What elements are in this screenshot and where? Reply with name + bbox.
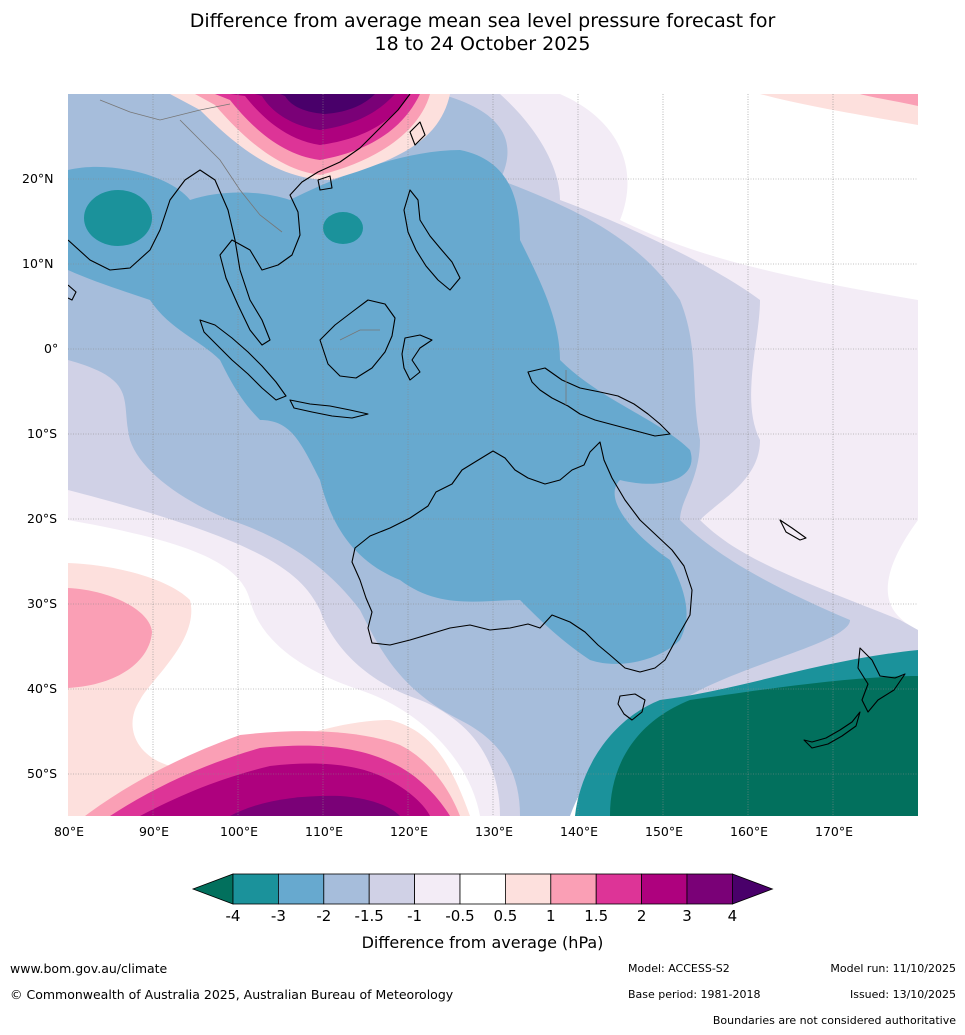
colorbar-swatch	[323, 873, 370, 905]
colorbar-tick-label: 1	[546, 907, 556, 925]
colorbar-swatch	[686, 873, 733, 905]
lon-label-150e: 150°E	[644, 824, 684, 839]
map-title: Difference from average mean sea level p…	[0, 10, 965, 56]
border-china	[99, 99, 231, 121]
website-link[interactable]: www.bom.gov.au/climate	[10, 961, 168, 976]
colorbar-tick-label: 4	[727, 907, 738, 925]
title-line-1: Difference from average mean sea level p…	[189, 10, 776, 32]
lon-label-110e: 110°E	[304, 824, 344, 839]
coastline-new-caledonia	[779, 519, 807, 541]
colorbar-tick-label: -1	[407, 907, 423, 925]
lon-label-140e: 140°E	[559, 824, 599, 839]
copyright-text: © Commonwealth of Australia 2025, Austra…	[10, 987, 454, 1002]
title-line-2: 18 to 24 October 2025	[374, 33, 591, 55]
model-name: Model: ACCESS-S2	[628, 962, 730, 975]
coastline-new-zealand-south	[803, 711, 861, 749]
lon-label-160e: 160°E	[729, 824, 769, 839]
colorbar-label: Difference from average (hPa)	[361, 933, 604, 952]
colorbar-swatch	[277, 873, 325, 905]
anomaly-region-medium-blue	[68, 150, 692, 664]
colorbar-tick-label: 2	[636, 907, 647, 925]
colorbar-tick-label: 3	[682, 907, 692, 925]
map-plot-area	[68, 94, 918, 816]
model-run: Model run: 11/10/2025	[830, 962, 956, 975]
colorbar-swatch	[550, 873, 597, 905]
colorbar-swatch	[641, 873, 688, 905]
coastlines	[68, 94, 906, 749]
coastline-hainan	[317, 175, 333, 191]
lat-label-0: 0°	[44, 341, 59, 356]
lat-label-40s: 40°S	[27, 681, 58, 696]
lat-label-20s: 20°S	[27, 511, 58, 526]
colorbar-swatch	[414, 873, 461, 905]
colorbar-swatch	[504, 873, 552, 905]
anomaly-region-deep-teal-tasman	[610, 676, 918, 816]
colorbar-tick-label: -4	[225, 907, 241, 925]
coastline-borneo	[319, 299, 396, 379]
lon-label-170e: 170°E	[814, 824, 854, 839]
border-indochina	[179, 119, 283, 233]
coastline-australia	[351, 441, 693, 673]
base-period: Base period: 1981-2018	[628, 988, 761, 1001]
lon-label-80e: 80°E	[53, 824, 85, 839]
colorbar-tick-label: -3	[270, 907, 286, 925]
lat-label-30s: 30°S	[27, 596, 58, 611]
lat-label-10s: 10°S	[27, 426, 58, 441]
graticule	[68, 94, 918, 816]
lat-label-10n: 10°N	[22, 256, 54, 271]
anomaly-region-rose-northeast	[860, 94, 918, 106]
colorbar	[191, 873, 774, 905]
colorbar-tick-label: -2	[316, 907, 332, 925]
colorbar-extend-low	[191, 873, 234, 905]
coastline-new-zealand-north	[857, 647, 906, 713]
lat-label-50s: 50°S	[27, 766, 58, 781]
colorbar-tick-label: 0.5	[493, 907, 518, 925]
coastline-tasmania	[617, 693, 646, 721]
coastline-new-guinea	[527, 367, 671, 437]
border-borneo	[339, 329, 380, 341]
issued-date: Issued: 13/10/2025	[849, 988, 956, 1001]
anomaly-region-pink-northeast	[760, 94, 918, 125]
lon-label-100e: 100°E	[219, 824, 259, 839]
colorbar-tick-label: 1.5	[584, 907, 609, 925]
coastline-sri-lanka	[68, 284, 77, 301]
coastline-taiwan	[409, 121, 426, 146]
colorbar-swatch	[368, 873, 416, 905]
colorbar-swatch	[595, 873, 643, 905]
anomaly-region-dark-purple-south	[230, 795, 400, 816]
coastline-java	[289, 399, 369, 419]
coastline-sulawesi	[401, 334, 433, 381]
lon-label-120e: 120°E	[389, 824, 429, 839]
lat-label-20n: 20°N	[22, 171, 54, 186]
colorbar-extend-high	[732, 873, 774, 905]
colorbar-swatch	[232, 873, 279, 905]
lon-label-90e: 90°E	[138, 824, 170, 839]
boundaries-disclaimer: Boundaries are not considered authoritat…	[712, 1014, 956, 1027]
anomaly-region-rose-southwest	[68, 588, 152, 688]
country-borders	[99, 99, 567, 405]
lon-label-130e: 130°E	[474, 824, 514, 839]
colorbar-swatch	[459, 873, 506, 905]
anomaly-region-teal-scs	[323, 212, 363, 244]
coastline-mainland-asia	[68, 94, 411, 346]
colorbar-tick-label: -0.5	[445, 907, 475, 925]
coastline-philippines	[403, 189, 461, 291]
coastline-sumatra	[199, 319, 287, 401]
anomaly-region-teal-west	[84, 190, 152, 246]
anomaly-region-deep-purple-north	[280, 94, 375, 114]
colorbar-tick-label: -1.5	[354, 907, 384, 925]
